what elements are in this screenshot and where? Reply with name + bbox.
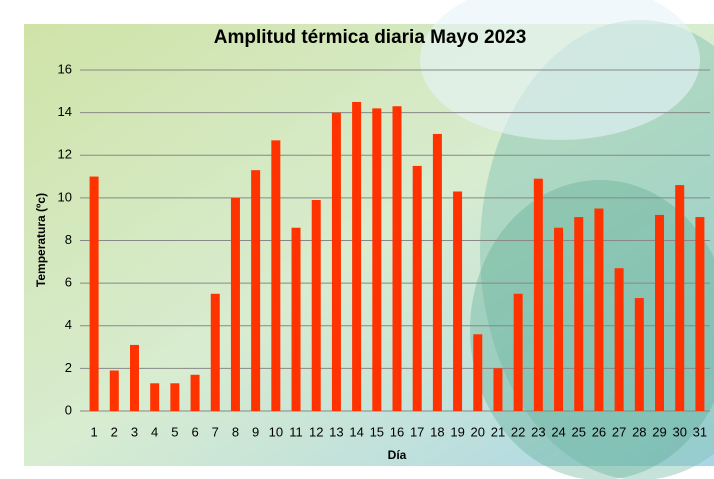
y-tick-label: 14 — [58, 104, 72, 119]
y-tick-label: 6 — [65, 275, 72, 290]
y-tick-label: 2 — [65, 360, 72, 375]
bar — [372, 108, 382, 412]
x-tick-label: 31 — [693, 424, 707, 439]
x-tick-label: 29 — [652, 424, 666, 439]
bar — [129, 344, 139, 411]
bar — [230, 197, 240, 411]
x-tick-label: 10 — [269, 424, 283, 439]
x-tick-label: 25 — [572, 424, 586, 439]
x-tick-label: 27 — [612, 424, 626, 439]
x-tick-label: 28 — [632, 424, 646, 439]
bar — [614, 268, 624, 411]
y-tick-label: 12 — [58, 147, 72, 162]
bar — [311, 200, 321, 411]
bar — [352, 101, 362, 411]
y-tick-label: 10 — [58, 189, 72, 204]
x-axis-label: Día — [388, 448, 407, 462]
bar — [392, 106, 402, 411]
y-tick-label: 0 — [65, 402, 72, 417]
decoration — [470, 180, 714, 479]
bar — [554, 227, 564, 411]
x-tick-label: 6 — [191, 424, 198, 439]
x-tick-label: 5 — [171, 424, 178, 439]
bar — [493, 368, 503, 411]
bar — [291, 227, 301, 411]
x-tick-label: 22 — [511, 424, 525, 439]
bar — [89, 176, 99, 411]
bar — [412, 165, 422, 411]
bar — [453, 191, 463, 411]
bar — [170, 383, 180, 411]
x-tick-label: 15 — [370, 424, 384, 439]
chart-title: Amplitud térmica diaria Mayo 2023 — [214, 27, 527, 48]
bar — [331, 112, 341, 411]
bar — [190, 374, 200, 411]
x-tick-label: 11 — [289, 424, 303, 439]
x-tick-label: 21 — [491, 424, 505, 439]
x-tick-label: 2 — [111, 424, 118, 439]
x-tick-label: 4 — [151, 424, 158, 439]
bar — [271, 140, 281, 412]
bar — [594, 208, 604, 411]
y-tick-label: 8 — [65, 232, 72, 247]
x-tick-label: 3 — [131, 424, 138, 439]
bar — [109, 370, 119, 411]
y-axis-label: Temperatura (ºc) — [34, 193, 48, 287]
x-tick-label: 1 — [90, 424, 97, 439]
bar — [513, 293, 523, 411]
x-tick-label: 26 — [592, 424, 606, 439]
bar — [533, 178, 543, 411]
bar — [634, 298, 644, 411]
x-tick-label: 19 — [450, 424, 464, 439]
bar — [473, 334, 483, 411]
x-tick-label: 13 — [329, 424, 343, 439]
x-tick-label: 16 — [390, 424, 404, 439]
bar — [655, 214, 665, 411]
bar — [675, 185, 685, 411]
y-tick-label: 16 — [58, 61, 72, 76]
x-tick-label: 12 — [309, 424, 323, 439]
x-tick-label: 14 — [349, 424, 363, 439]
x-tick-label: 23 — [531, 424, 545, 439]
x-tick-label: 30 — [672, 424, 686, 439]
x-tick-label: 7 — [212, 424, 219, 439]
bar — [251, 170, 261, 411]
y-tick-label: 4 — [65, 317, 72, 332]
x-tick-label: 20 — [471, 424, 485, 439]
bar — [695, 217, 705, 411]
bar — [210, 293, 220, 411]
x-tick-label: 24 — [551, 424, 565, 439]
x-tick-label: 9 — [252, 424, 259, 439]
x-tick-label: 8 — [232, 424, 239, 439]
bar — [150, 383, 160, 411]
x-tick-label: 17 — [410, 424, 424, 439]
x-tick-label: 18 — [430, 424, 444, 439]
bar — [574, 217, 584, 411]
bar — [432, 133, 442, 411]
